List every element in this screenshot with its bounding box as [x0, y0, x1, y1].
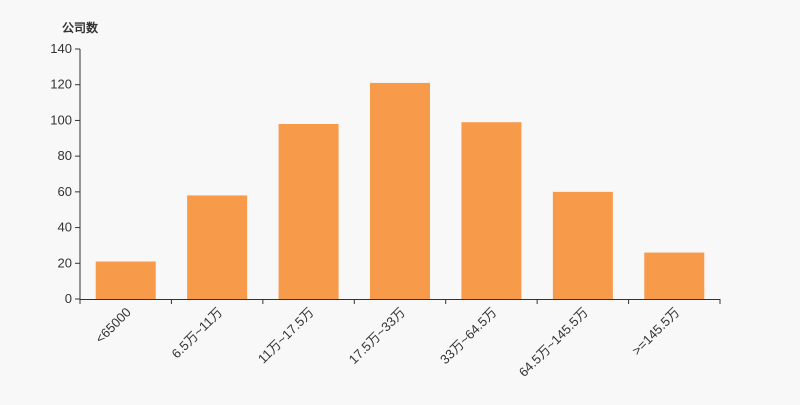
x-tick-label: >=145.5万 [629, 305, 683, 359]
bar [95, 261, 156, 299]
y-tick-label: 80 [58, 148, 72, 163]
bar [278, 124, 339, 299]
y-tick-label: 100 [50, 112, 72, 127]
y-tick-label: 0 [65, 291, 72, 306]
y-axis-label: 公司数 [62, 20, 99, 35]
x-tick-label: 11万~17.5万 [255, 305, 317, 367]
bar [552, 191, 613, 299]
x-tick-label: 6.5万~11万 [169, 305, 226, 362]
bar [644, 252, 705, 299]
x-tick-label: 64.5万~145.5万 [516, 305, 591, 380]
x-tick-label: 17.5万~33万 [346, 305, 408, 367]
y-tick-label: 60 [58, 184, 72, 199]
x-tick-label: 33万~64.5万 [437, 305, 499, 367]
y-tick-label: 40 [58, 220, 72, 235]
y-tick-label: 140 [50, 41, 72, 56]
bar [187, 195, 248, 299]
y-tick-label: 20 [58, 255, 72, 270]
bar [461, 122, 522, 299]
y-tick-label: 120 [50, 77, 72, 92]
bar [370, 82, 430, 299]
x-tick-label: <65000 [92, 305, 134, 347]
